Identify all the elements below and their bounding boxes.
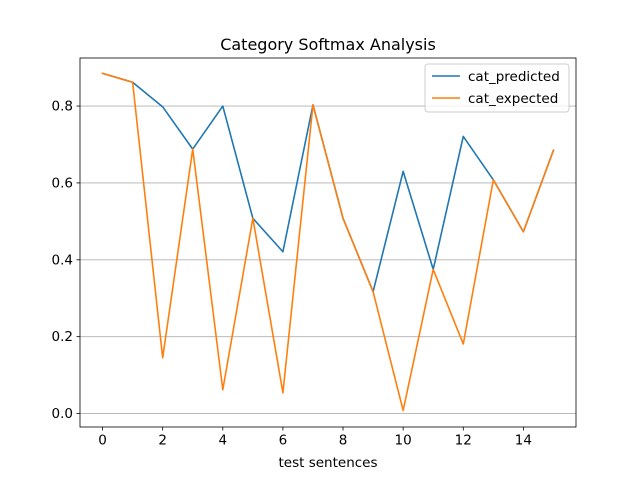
x-tick-label: 8: [339, 433, 348, 449]
y-tick-label: 0.4: [52, 252, 73, 268]
y-tick-label: 0.2: [52, 329, 73, 345]
x-tick-label: 6: [279, 433, 288, 449]
series-lines: [101, 72, 555, 412]
y-axis-ticks: 0.0 0.2 0.4 0.6 0.8: [52, 99, 80, 422]
x-tick-label: 14: [515, 433, 532, 449]
y-tick-label: 0.0: [52, 406, 73, 422]
x-tick-label: 12: [455, 433, 472, 449]
plot-frame: [79, 57, 577, 428]
y-tick-label: 0.8: [52, 99, 73, 115]
x-tick-label: 0: [98, 433, 107, 449]
x-axis-ticks: 0 2 4 6 8 10 12 14: [98, 427, 532, 449]
series-line-cat-expected: [101, 72, 555, 412]
chart-title: Category Softmax Analysis: [220, 35, 436, 54]
x-axis-label: test sentences: [278, 455, 377, 471]
legend-box: [424, 63, 570, 113]
x-tick-label: 2: [158, 433, 167, 449]
legend-label-cat-expected: cat_expected: [468, 91, 558, 107]
x-tick-label: 10: [395, 433, 412, 449]
legend: cat_predicted cat_expected: [424, 63, 570, 113]
legend-label-cat-predicted: cat_predicted: [468, 69, 560, 85]
grid-lines: [80, 105, 576, 414]
x-tick-label: 4: [218, 433, 227, 449]
y-tick-label: 0.6: [52, 175, 73, 191]
